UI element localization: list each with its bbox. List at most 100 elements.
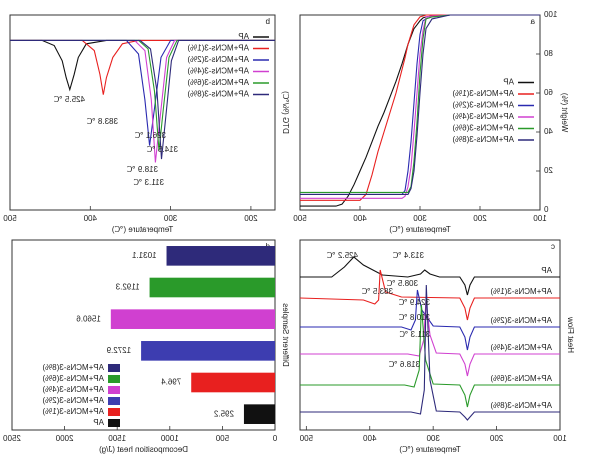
x-axis-label: Temperature (℃) bbox=[389, 225, 451, 234]
x-tick-label: 300 bbox=[413, 214, 427, 223]
legend-swatch bbox=[108, 386, 120, 394]
series-line bbox=[10, 39, 275, 160]
annotation: 313.4 ℃ bbox=[393, 251, 424, 260]
x-tick-label: 400 bbox=[363, 434, 377, 443]
legend-label: AP+MCNs-3(1%) bbox=[42, 407, 104, 416]
x-tick-label: 2500 bbox=[3, 434, 21, 443]
x-tick-label: 200 bbox=[489, 434, 503, 443]
bar bbox=[243, 404, 275, 424]
series-label: AP bbox=[541, 266, 552, 275]
y-axis-label: Different Samples bbox=[281, 303, 290, 366]
annotation: 425.5 ℃ bbox=[54, 95, 85, 104]
legend-swatch bbox=[108, 375, 120, 383]
bar-value-label: 1272.9 bbox=[106, 346, 131, 355]
legend-label: AP+MCNs-3(2%) bbox=[187, 55, 249, 64]
plot-frame bbox=[11, 239, 276, 431]
y-tick-label: 0 bbox=[543, 205, 548, 214]
bar bbox=[166, 246, 275, 266]
legend-swatch bbox=[108, 408, 120, 416]
x-tick-label: 500 bbox=[3, 214, 17, 223]
y-tick-label: 80 bbox=[543, 49, 552, 58]
x-axis-label: Decomposition heat (J/g) bbox=[99, 445, 188, 454]
legend-label: AP+MCNs-3(4%) bbox=[187, 67, 249, 76]
x-tick-label: 300 bbox=[426, 434, 440, 443]
annotation: 425.2 ℃ bbox=[327, 251, 358, 260]
annotation: 324.9 ℃ bbox=[399, 298, 430, 307]
bar-value-label: 796.4 bbox=[161, 378, 182, 387]
x-tick-label: 200 bbox=[473, 214, 487, 223]
mirrored-figure: a 100 200 300 400 500 0 20 40 60 80 100 Temperature … bbox=[3, 10, 575, 454]
x-tick-label: 500 bbox=[299, 434, 313, 443]
annotation: 308.5 ℃ bbox=[387, 279, 418, 288]
series-label: AP+MCNs-3(4%) bbox=[490, 343, 552, 352]
series-line bbox=[300, 14, 540, 199]
bar-value-label: 295.2 bbox=[213, 409, 234, 418]
annotation: 326.1 ℃ bbox=[135, 131, 166, 140]
bar-value-label: 1031.1 bbox=[132, 251, 157, 260]
series-label: AP+MCNs-3(8%) bbox=[490, 401, 552, 410]
y-tick-label: 20 bbox=[543, 166, 552, 175]
y-tick-label: 100 bbox=[543, 10, 557, 19]
annotation: 311.3 ℃ bbox=[133, 178, 164, 187]
panel-label: c bbox=[551, 242, 555, 251]
bar bbox=[110, 309, 275, 329]
legend-label: AP+MCNs-3(2%) bbox=[452, 101, 514, 110]
x-tick-label: 100 bbox=[553, 434, 567, 443]
plot-frame bbox=[9, 14, 276, 211]
annotation: 311.3 ℃ bbox=[399, 330, 430, 339]
legend-label: AP+MCNs-3(4%) bbox=[42, 385, 104, 394]
series-line bbox=[300, 14, 540, 195]
annotation: 314.5 ℃ bbox=[147, 145, 178, 154]
legend-label: AP bbox=[238, 32, 249, 41]
annotation: 383.5 ℃ bbox=[362, 287, 393, 296]
series-line bbox=[10, 39, 275, 163]
x-tick-label: 200 bbox=[244, 214, 258, 223]
legend-swatch bbox=[108, 397, 120, 405]
x-tick-label: 2000 bbox=[55, 434, 73, 443]
x-tick-label: 400 bbox=[83, 214, 97, 223]
bar bbox=[191, 372, 275, 393]
x-axis-label: Temperature (℃) bbox=[111, 225, 173, 234]
y-axis-label: DTG (%/℃) bbox=[281, 91, 290, 134]
series-line bbox=[300, 14, 540, 193]
legend-label: AP+MCNs-3(1%) bbox=[452, 89, 514, 98]
panel-label: b bbox=[265, 17, 270, 26]
legend-label: AP+MCNs-3(6%) bbox=[42, 374, 104, 383]
x-tick-label: 500 bbox=[293, 214, 307, 223]
annotation: 318.6 ℃ bbox=[389, 360, 420, 369]
legend-label: AP+MCNs-3(1%) bbox=[187, 44, 249, 53]
series-line bbox=[300, 289, 560, 351]
y-tick-label: 40 bbox=[543, 127, 552, 136]
legend-label: AP+MCNs-3(8%) bbox=[42, 363, 104, 372]
x-tick-label: 100 bbox=[533, 214, 547, 223]
series-line bbox=[10, 39, 275, 146]
legend-label: AP+MCNs-3(6%) bbox=[187, 78, 249, 87]
series-label: AP+MCNs-3(6%) bbox=[490, 374, 552, 383]
x-tick-label: 400 bbox=[353, 214, 367, 223]
series-label: AP+MCNs-3(2%) bbox=[490, 316, 552, 325]
legend-label: AP+MCNs-3(6%) bbox=[452, 124, 514, 133]
legend-label: AP bbox=[93, 418, 104, 427]
series-line bbox=[300, 14, 540, 201]
legend-label: AP+MCNs-3(8%) bbox=[187, 90, 249, 99]
legend-label: AP bbox=[503, 78, 514, 87]
series-line bbox=[300, 304, 560, 408]
series-line bbox=[299, 269, 560, 321]
annotation: 318.9 ℃ bbox=[127, 165, 158, 174]
x-tick-label: 1000 bbox=[160, 434, 178, 443]
annotation: 310.8 ℃ bbox=[399, 313, 430, 322]
legend-label: AP+MCNs-3(8%) bbox=[452, 135, 514, 144]
bar bbox=[141, 341, 275, 361]
y-tick-label: 60 bbox=[543, 88, 552, 97]
legend-label: AP+MCNs-3(2%) bbox=[42, 396, 104, 405]
series-line bbox=[10, 39, 275, 95]
x-tick-label: 300 bbox=[163, 214, 177, 223]
series-line bbox=[300, 284, 560, 421]
x-tick-label: 500 bbox=[215, 434, 229, 443]
legend-swatch bbox=[108, 364, 120, 372]
plot-frame bbox=[299, 239, 561, 431]
x-tick-label: 1500 bbox=[108, 434, 126, 443]
series-line bbox=[10, 39, 275, 92]
bar bbox=[149, 277, 275, 298]
